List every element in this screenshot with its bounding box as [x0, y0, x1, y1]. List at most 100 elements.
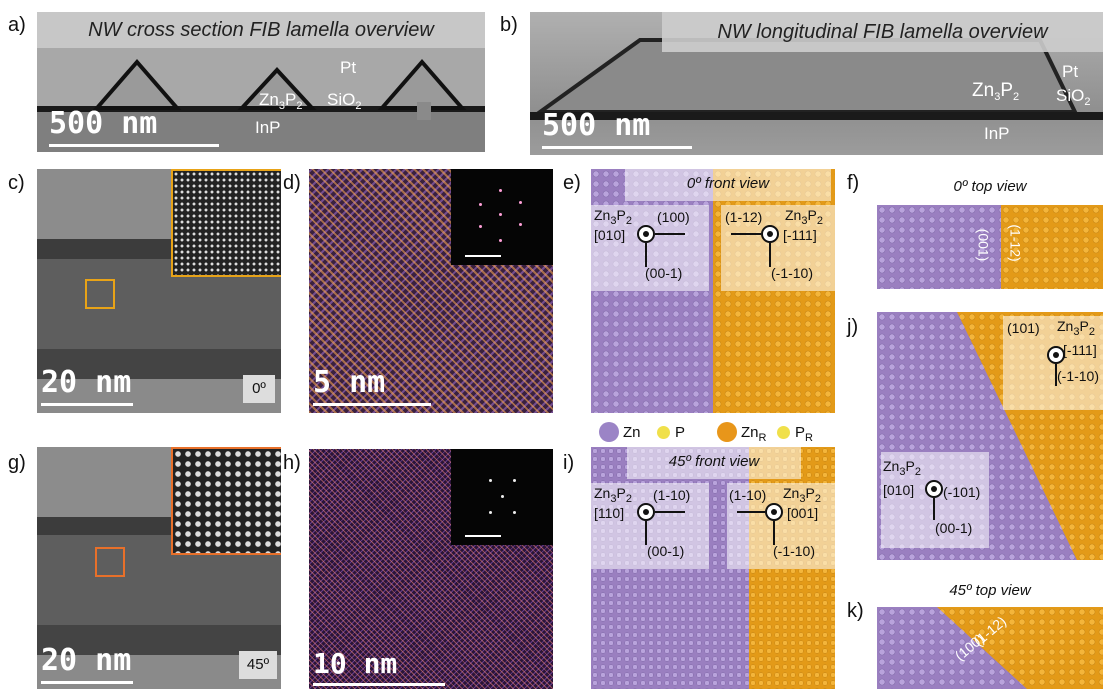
panel-b-label-pt: Pt	[1062, 62, 1079, 81]
panel-i-left-box	[591, 483, 709, 569]
panel-i-left-h-label: (1-10)	[653, 487, 691, 503]
panel-i-right-zone-dot	[765, 503, 783, 521]
panel-b-label-zn3p2: Zn3P2	[972, 80, 1020, 103]
panel-label-a: a)	[8, 14, 26, 36]
panel-label-j: j)	[847, 316, 859, 338]
panel-j-upper-zone-dot	[1047, 346, 1065, 364]
legend-znr-dot	[717, 422, 737, 442]
panel-j-upper-v-label: (-1-10)	[1057, 368, 1100, 384]
panel-label-f: f)	[847, 172, 860, 194]
panel-e-left-h-label: (100)	[657, 209, 690, 225]
panel-e-title-box	[625, 169, 831, 201]
legend-p-label: P	[675, 424, 686, 441]
panel-e-left-compound: Zn3P2	[594, 207, 632, 227]
panel-e-atomic-model: 0º front view Zn3P2 [010] (100) (00-1) (…	[591, 169, 835, 413]
panel-j-lower-compound: Zn3P2	[883, 458, 921, 478]
panel-i-left-v-arrow	[645, 521, 647, 545]
panel-e-right-v-arrow	[769, 243, 771, 267]
legend-zn-dot	[599, 422, 619, 442]
panel-e-left-v-label: (00-1)	[645, 265, 683, 281]
panel-f-title: 0º top view	[953, 178, 1027, 195]
legend-pr-dot	[777, 426, 790, 439]
panel-b-sem-image: NW longitudinal FIB lamella overview Pt …	[530, 12, 1103, 155]
legend-pr-label: PR	[795, 424, 813, 444]
panel-j-lower-box	[881, 452, 989, 548]
panel-b-label-sio2: SiO2	[1056, 86, 1091, 108]
panel-i-right-zone-axis: [001]	[787, 505, 819, 521]
panel-b-scale-bar	[542, 146, 692, 149]
panel-d-hrtem-image: 5 nm	[309, 169, 553, 413]
panel-c-region-box	[85, 279, 115, 309]
panel-g-lower-band	[37, 625, 281, 655]
panel-i-right-h-label: (1-10)	[729, 487, 767, 503]
panel-f-zn3p2-left	[877, 205, 1001, 289]
panel-j-upper-v-arrow	[1055, 364, 1057, 386]
panel-d-scale-bar	[313, 403, 431, 406]
panel-j-upper-compound: Zn3P2	[1057, 318, 1095, 338]
panel-h-hrtem-image: 10 nm	[309, 449, 553, 689]
panel-a-label-pt: Pt	[340, 58, 357, 77]
panel-i-right-h-arrow	[737, 511, 765, 513]
panel-j-upper-h-label: (101)	[1007, 320, 1040, 336]
panel-i-right-box	[727, 483, 835, 569]
panel-e-right-box	[721, 205, 835, 291]
panel-g-scale-label: 20 nm	[41, 643, 132, 678]
legend-znr-label: ZnR	[741, 424, 767, 444]
panel-h-scale-label: 10 nm	[313, 647, 398, 680]
atom-legend: Zn P ZnR PR	[599, 418, 835, 446]
panel-c-angle-badge: 0º	[243, 375, 275, 403]
panel-i-right-v-arrow	[773, 521, 775, 545]
panel-e-right-h-label: (1-12)	[725, 209, 763, 225]
panel-c-inset	[171, 169, 281, 277]
panel-a-label-inp: InP	[255, 118, 281, 137]
panel-a-label-sio2: SiO2	[327, 90, 362, 112]
panel-j-upper-zone-axis: [-111]	[1063, 342, 1097, 358]
panel-label-b: b)	[500, 14, 518, 36]
panel-label-h: h)	[283, 452, 301, 474]
panel-i-left-v-label: (00-1)	[647, 543, 685, 559]
panel-b-label-inp: InP	[984, 124, 1010, 143]
panel-i-title: 45º front view	[668, 453, 760, 470]
panel-e-right-v-label: (-1-10)	[771, 265, 814, 281]
panel-i-left-compound: Zn3P2	[594, 485, 632, 505]
panel-i-left-zone-dot	[637, 503, 655, 521]
panel-label-k: k)	[847, 600, 864, 622]
panel-c-bottom-layer	[37, 379, 281, 413]
panel-b-scale-label: 500 nm	[542, 108, 651, 143]
panel-e-left-v-arrow	[645, 243, 647, 267]
panel-j-lower-zone-axis: [010]	[883, 482, 915, 498]
panel-k-title: 45º top view	[949, 582, 1031, 599]
panel-e-left-zone-axis: [010]	[594, 227, 626, 243]
panel-f-top-view-model: (001) (1-12)	[877, 205, 1103, 289]
panel-i-right-v-label: (-1-10)	[773, 543, 816, 559]
panel-c-stem-image: 20 nm 0º	[37, 169, 281, 413]
panel-g-inset	[171, 447, 281, 555]
panel-a-scale-label: 500 nm	[49, 106, 158, 141]
panel-h-fft-inset	[451, 449, 553, 545]
panel-e-right-zone-axis: [-111]	[783, 227, 817, 243]
panel-b-title: NW longitudinal FIB lamella overview	[662, 12, 1103, 52]
panel-j-lower-zone-dot	[925, 480, 943, 498]
panel-label-i: i)	[563, 452, 575, 474]
panel-j-atomic-model: (101) Zn3P2 [-111] (-1-10) Zn3P2 [010] (…	[877, 312, 1103, 560]
panel-a-title: NW cross section FIB lamella overview	[37, 12, 485, 48]
panel-f-right-plane: (1-12)	[1007, 224, 1024, 262]
panel-c-lower-band	[37, 349, 281, 379]
panel-i-title-box	[627, 447, 801, 479]
panel-e-right-h-arrow	[731, 233, 761, 235]
panel-e-left-box	[591, 205, 709, 291]
panel-f-zn3p2-right	[1001, 205, 1103, 289]
panel-a-scale-bar	[49, 144, 219, 147]
panel-i-left-h-arrow	[655, 511, 685, 513]
panel-h-scale-bar	[313, 683, 445, 686]
panel-label-g: g)	[8, 452, 26, 474]
panel-k-top-view-model: (100) (1-12)	[877, 607, 1103, 689]
panel-g-scale-bar	[41, 681, 133, 684]
panel-i-left-zone-axis: [110]	[594, 505, 625, 521]
panel-a-sem-image: NW cross section FIB lamella overview Pt…	[37, 12, 485, 152]
panel-g-angle-badge: 45º	[239, 651, 277, 679]
panel-j-lower-v-arrow	[933, 498, 935, 520]
panel-label-e: e)	[563, 172, 581, 194]
panel-a-nanowires	[92, 58, 467, 120]
panel-e-left-h-arrow	[655, 233, 685, 235]
